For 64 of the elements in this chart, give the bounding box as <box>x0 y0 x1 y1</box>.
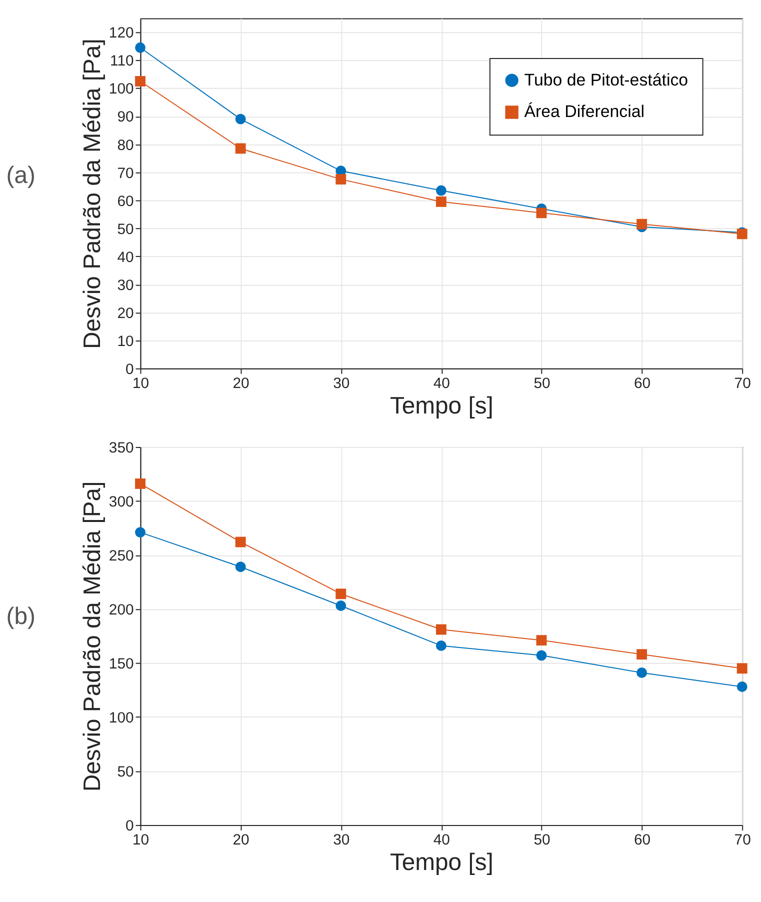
y-tick-label: 20 <box>117 304 134 322</box>
point <box>235 562 246 572</box>
point <box>336 600 346 611</box>
y-axis-title: Desvio Padrão da Média [Pa] <box>78 481 106 792</box>
point <box>736 663 748 674</box>
point <box>235 143 246 154</box>
x-tick-label: 40 <box>433 831 450 848</box>
y-tick-label: 100 <box>108 80 134 98</box>
y-tick-label: 300 <box>108 493 134 510</box>
y-tick-label: 250 <box>108 547 134 564</box>
legend-label: Tubo de Pitot-estático <box>524 70 688 90</box>
x-tick-label: 20 <box>232 374 250 392</box>
y-tick-label: 80 <box>117 136 134 154</box>
point <box>436 185 446 196</box>
point <box>135 527 146 538</box>
point <box>536 208 547 218</box>
x-axis-title: Tempo [s] <box>390 849 494 876</box>
point <box>436 624 446 635</box>
y-tick-label: 100 <box>108 709 134 726</box>
point <box>536 635 547 646</box>
point <box>436 640 446 651</box>
point <box>135 478 146 489</box>
point <box>736 682 748 692</box>
x-tick-label: 30 <box>333 374 350 392</box>
text: (a) <box>6 162 36 189</box>
point <box>636 667 648 678</box>
y-tick-label: 120 <box>108 24 134 42</box>
y-tick-label: 60 <box>117 192 134 210</box>
x-tick-label: 40 <box>433 374 450 392</box>
point <box>636 218 648 230</box>
y-tick-label: 110 <box>110 52 134 70</box>
y-tick-label: 350 <box>108 439 134 456</box>
x-tick-label: 60 <box>634 374 651 392</box>
y-tick-label: 50 <box>117 763 134 780</box>
y-tick-label: 30 <box>117 276 134 294</box>
x-tick-label: 50 <box>534 374 550 392</box>
y-tick-label: 150 <box>108 655 134 672</box>
point <box>135 76 146 86</box>
x-tick-label: 60 <box>634 831 651 848</box>
y-tick-label: 200 <box>108 601 134 618</box>
point <box>135 42 146 53</box>
y-tick-label: 40 <box>117 248 134 266</box>
point <box>436 196 446 207</box>
point <box>235 114 246 124</box>
y-tick-label: 50 <box>117 220 134 238</box>
point <box>235 536 246 548</box>
legend-label: Área Diferencial <box>524 102 645 122</box>
x-tick-label: 30 <box>333 831 350 848</box>
point <box>336 174 346 185</box>
y-tick-label: 10 <box>117 332 134 350</box>
y-tick-label: 70 <box>117 164 134 182</box>
point <box>636 649 648 660</box>
y-axis-title: Desvio Padrão da Média [Pa] <box>78 38 106 349</box>
x-axis-title: Tempo [s] <box>390 392 494 420</box>
x-tick-label: 70 <box>734 374 751 392</box>
x-tick-label: 70 <box>734 831 751 848</box>
x-tick-label: 20 <box>232 831 250 848</box>
point <box>336 588 346 600</box>
text: (b) <box>6 603 36 630</box>
y-tick-label: 0 <box>126 817 134 834</box>
y-tick-label: 90 <box>117 108 134 126</box>
point <box>536 650 547 661</box>
x-tick-label: 50 <box>534 831 550 848</box>
y-tick-label: 0 <box>126 360 134 378</box>
